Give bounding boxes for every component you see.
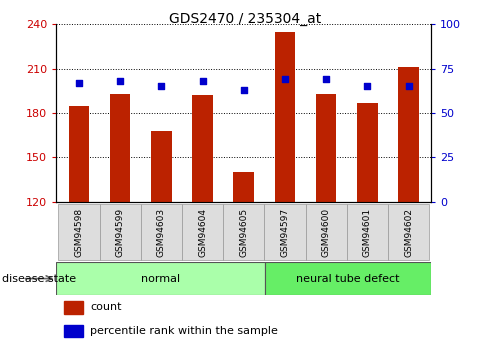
Point — [240, 87, 247, 93]
FancyBboxPatch shape — [182, 204, 223, 260]
Bar — [316, 94, 337, 202]
Text: GSM94604: GSM94604 — [198, 207, 207, 257]
Text: GDS2470 / 235304_at: GDS2470 / 235304_at — [169, 12, 321, 26]
Point — [281, 77, 289, 82]
Text: normal: normal — [141, 274, 180, 284]
Bar — [64, 301, 83, 314]
Text: percentile rank within the sample: percentile rank within the sample — [90, 326, 278, 336]
Bar — [151, 131, 171, 202]
FancyBboxPatch shape — [99, 204, 141, 260]
Point — [364, 83, 371, 89]
Text: GSM94602: GSM94602 — [404, 207, 413, 257]
Text: disease state: disease state — [2, 274, 76, 284]
Point — [322, 77, 330, 82]
Bar — [69, 106, 89, 202]
Text: neural tube defect: neural tube defect — [296, 274, 400, 284]
Text: GSM94605: GSM94605 — [239, 207, 248, 257]
Text: count: count — [90, 303, 122, 313]
Bar — [192, 95, 213, 202]
Text: GSM94598: GSM94598 — [74, 207, 83, 257]
Bar — [110, 94, 130, 202]
FancyBboxPatch shape — [265, 262, 431, 295]
Text: GSM94599: GSM94599 — [116, 207, 124, 257]
FancyBboxPatch shape — [56, 262, 265, 295]
Point — [116, 78, 124, 84]
Bar — [64, 325, 83, 337]
Point — [405, 83, 413, 89]
FancyBboxPatch shape — [141, 204, 182, 260]
Text: GSM94600: GSM94600 — [321, 207, 331, 257]
FancyBboxPatch shape — [306, 204, 347, 260]
FancyBboxPatch shape — [58, 204, 99, 260]
Point — [75, 80, 83, 86]
FancyBboxPatch shape — [265, 204, 306, 260]
Point — [157, 83, 165, 89]
Text: GSM94601: GSM94601 — [363, 207, 372, 257]
Text: GSM94603: GSM94603 — [157, 207, 166, 257]
FancyBboxPatch shape — [388, 204, 429, 260]
Bar — [398, 67, 419, 202]
Point — [198, 78, 206, 84]
Text: GSM94597: GSM94597 — [280, 207, 290, 257]
Bar — [233, 172, 254, 202]
FancyBboxPatch shape — [223, 204, 265, 260]
Bar — [275, 31, 295, 202]
Bar — [357, 102, 378, 202]
FancyBboxPatch shape — [347, 204, 388, 260]
